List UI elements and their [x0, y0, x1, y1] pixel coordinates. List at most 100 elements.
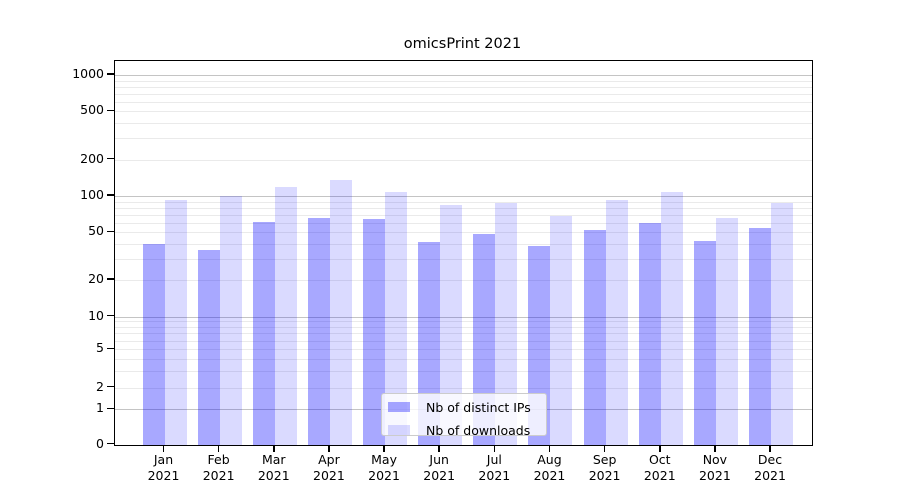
minor-gridline	[115, 243, 812, 245]
minor-gridline	[115, 123, 812, 125]
minor-gridline	[115, 370, 812, 372]
x-tick-label: Jul 2021	[478, 452, 511, 483]
bar	[385, 191, 408, 445]
bar	[363, 219, 386, 445]
y-tick-label: 20	[88, 271, 104, 287]
bar	[164, 200, 187, 445]
x-tick-label: Nov 2021	[698, 452, 731, 483]
minor-gridline	[115, 327, 812, 329]
x-tick-label: Sep 2021	[588, 452, 621, 483]
bar	[693, 240, 716, 445]
y-tick-label: 10	[88, 307, 104, 323]
x-tick-mark	[493, 445, 496, 452]
bar	[329, 179, 352, 445]
y-tick-label: 5	[96, 340, 104, 356]
x-tick-label: Oct 2021	[643, 452, 676, 483]
bar	[307, 218, 330, 445]
x-tick-label: Feb 2021	[202, 452, 235, 483]
y-tick-mark	[107, 73, 114, 75]
bar	[274, 187, 297, 445]
bar	[771, 202, 794, 445]
minor-gridline	[115, 101, 812, 103]
legend-item-downloads: Nb of downloads	[382, 420, 546, 440]
x-tick-mark	[659, 445, 661, 452]
y-tick-label: 2	[96, 378, 104, 394]
minor-gridline	[115, 138, 812, 140]
minor-gridline	[115, 349, 812, 351]
legend-label-distinct-ips: Nb of distinct IPs	[426, 399, 531, 415]
y-tick-label: 1000	[72, 66, 104, 81]
bar	[197, 249, 220, 445]
y-tick-label: 200	[80, 150, 104, 166]
bar	[440, 205, 463, 445]
y-tick-mark	[107, 442, 114, 445]
minor-gridline	[115, 201, 812, 203]
bar	[605, 199, 628, 445]
minor-gridline	[115, 358, 812, 360]
plot-area: Nb of distinct IPs Nb of downloads	[114, 60, 813, 446]
y-tick-label: 1	[96, 400, 104, 416]
bar	[638, 223, 661, 445]
bar	[660, 191, 683, 445]
minor-gridline	[115, 214, 812, 216]
minor-gridline	[115, 259, 812, 260]
x-tick-mark	[162, 445, 165, 452]
y-tick-mark	[107, 407, 114, 410]
bar	[252, 222, 275, 445]
x-tick-label: Apr 2021	[313, 452, 345, 483]
bar	[142, 244, 165, 445]
minor-gridline	[115, 207, 812, 209]
y-tick-label: 0	[96, 435, 104, 451]
y-tick-mark	[107, 385, 114, 388]
bar	[219, 195, 242, 445]
legend-swatch-downloads	[388, 425, 410, 435]
minor-gridline	[115, 333, 812, 335]
x-tick-mark	[217, 445, 220, 452]
x-tick-mark	[328, 445, 330, 452]
bar	[715, 218, 738, 445]
bar	[495, 203, 518, 445]
y-tick-mark	[107, 109, 114, 112]
major-gridline	[115, 316, 812, 318]
x-tick-mark	[273, 445, 275, 452]
legend-item-distinct-ips: Nb of distinct IPs	[382, 397, 546, 417]
y-tick-mark	[107, 347, 114, 350]
y-tick-label: 50	[88, 223, 104, 239]
minor-gridline	[115, 232, 812, 234]
chart-title: omicsPrint 2021	[403, 36, 522, 52]
y-tick-mark	[107, 278, 114, 280]
major-gridline	[115, 196, 812, 197]
x-tick-label: Aug 2021	[533, 452, 566, 483]
legend: Nb of distinct IPs Nb of downloads	[381, 393, 547, 438]
minor-gridline	[115, 86, 812, 88]
minor-gridline	[115, 222, 812, 224]
legend-label-downloads: Nb of downloads	[426, 422, 531, 438]
x-tick-label: Dec 2021	[754, 452, 786, 483]
y-tick-mark	[107, 230, 114, 233]
legend-swatch-distinct-ips	[388, 402, 410, 412]
bar	[473, 233, 496, 445]
y-tick-mark	[107, 157, 114, 160]
x-tick-mark	[769, 445, 771, 452]
minor-gridline	[115, 93, 812, 95]
minor-gridline	[115, 387, 812, 389]
bar	[749, 227, 772, 445]
x-tick-label: Jan 2021	[147, 452, 180, 483]
y-tick-label: 100	[80, 187, 104, 202]
x-tick-mark	[714, 445, 716, 452]
minor-gridline	[115, 340, 812, 342]
minor-gridline	[115, 80, 812, 82]
x-tick-label: May 2021	[368, 452, 400, 483]
y-tick-mark	[107, 194, 114, 196]
major-gridline	[115, 75, 812, 76]
x-tick-mark	[383, 445, 385, 452]
minor-gridline	[115, 159, 812, 161]
x-tick-mark	[548, 445, 551, 452]
x-tick-mark	[438, 445, 440, 452]
x-tick-mark	[603, 445, 606, 452]
x-tick-label: Jun 2021	[423, 452, 456, 483]
minor-gridline	[115, 280, 812, 282]
y-tick-mark	[107, 314, 114, 317]
x-tick-label: Mar 2021	[257, 452, 290, 483]
